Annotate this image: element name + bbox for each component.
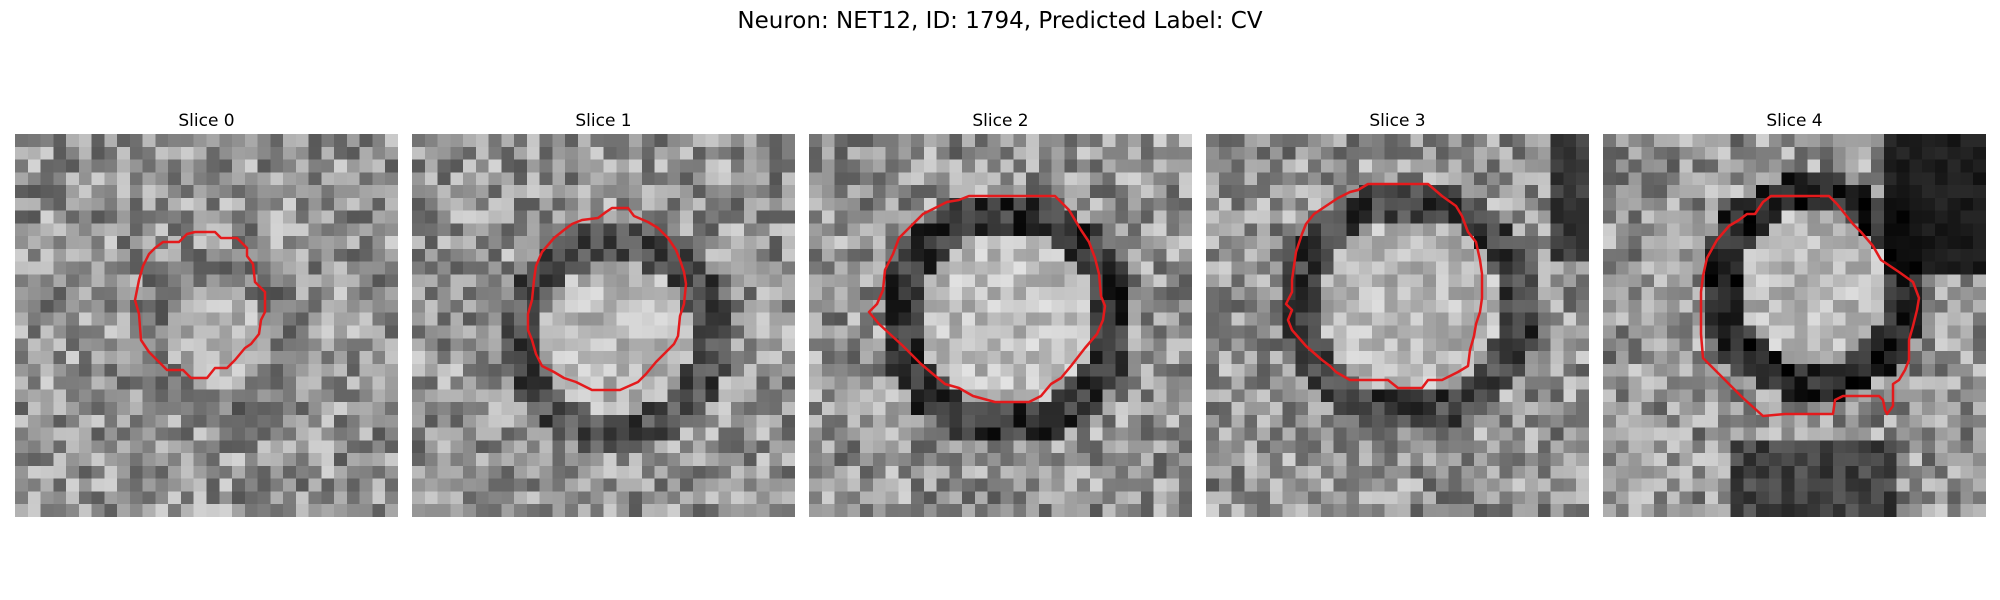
segmentation-contour bbox=[1284, 182, 1484, 390]
slice-title: Slice 3 bbox=[1369, 111, 1426, 131]
micrograph-image bbox=[15, 134, 398, 517]
segmentation-contour bbox=[526, 206, 688, 392]
slice-title: Slice 2 bbox=[972, 111, 1029, 131]
micrograph-image bbox=[809, 134, 1192, 517]
slice-title: Slice 4 bbox=[1766, 111, 1823, 131]
slice-title: Slice 1 bbox=[575, 111, 632, 131]
micrograph-image bbox=[1603, 134, 1986, 517]
segmentation-contour bbox=[867, 194, 1107, 404]
slice-title: Slice 0 bbox=[178, 111, 235, 131]
micrograph-image bbox=[1206, 134, 1589, 517]
slice-panel-1: Slice 1 bbox=[412, 108, 795, 517]
segmentation-contour bbox=[133, 230, 267, 380]
slice-panel-4: Slice 4 bbox=[1603, 108, 1986, 517]
figure-title: Neuron: NET12, ID: 1794, Predicted Label… bbox=[737, 8, 1263, 34]
micrograph-image bbox=[412, 134, 795, 517]
segmentation-contour bbox=[1699, 194, 1921, 418]
slice-panel-2: Slice 2 bbox=[809, 108, 1192, 517]
slice-panel-0: Slice 0 bbox=[15, 108, 398, 517]
slice-panel-3: Slice 3 bbox=[1206, 108, 1589, 517]
